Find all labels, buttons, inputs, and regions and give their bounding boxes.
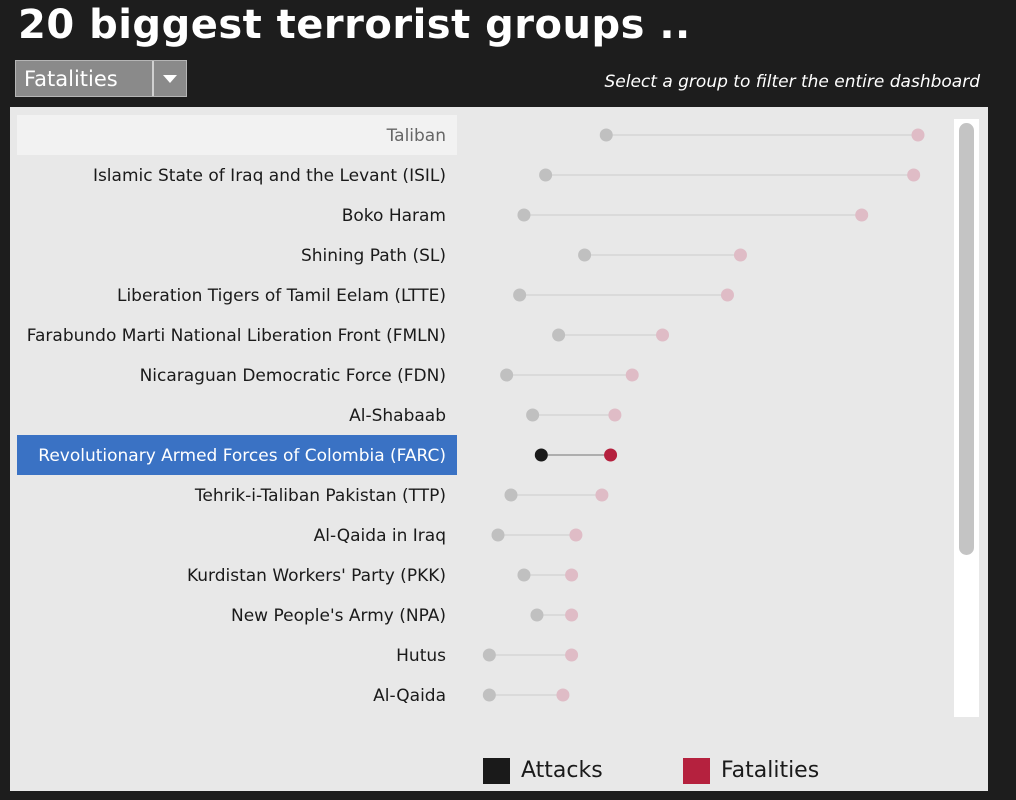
fatalities-point[interactable]: [625, 368, 639, 382]
group-label[interactable]: Boko Haram: [342, 206, 446, 226]
fatalities-point[interactable]: [733, 248, 747, 262]
attacks-point[interactable]: [517, 568, 531, 582]
fatalities-point[interactable]: [565, 608, 579, 622]
attacks-point[interactable]: [491, 528, 505, 542]
group-row[interactable]: Tehrik-i-Taliban Pakistan (TTP): [194, 486, 609, 506]
dumbbell-chart: Taliban Islamic State of Iraq and the Lev…: [17, 115, 925, 706]
group-label[interactable]: Taliban: [386, 126, 446, 146]
hover-row-highlight: [17, 115, 457, 155]
group-row[interactable]: Al-Shabaab: [349, 406, 622, 426]
group-label[interactable]: Al-Qaida: [373, 686, 446, 706]
group-label[interactable]: Liberation Tigers of Tamil Eelam (LTTE): [117, 286, 446, 306]
group-row[interactable]: Taliban: [17, 115, 925, 155]
legend-swatch-fatalities: [683, 758, 710, 784]
attacks-point[interactable]: [534, 448, 548, 462]
group-row[interactable]: Islamic State of Iraq and the Levant (IS…: [93, 166, 921, 186]
dropdown-toggle-button[interactable]: [152, 61, 186, 96]
filter-hint: Select a group to filter the entire dash…: [604, 72, 980, 92]
attacks-point[interactable]: [482, 688, 496, 702]
attacks-point[interactable]: [530, 608, 544, 622]
fatalities-point[interactable]: [608, 408, 622, 422]
attacks-point[interactable]: [517, 208, 531, 222]
attacks-point[interactable]: [513, 288, 527, 302]
measure-dropdown[interactable]: Fatalities: [15, 60, 187, 97]
group-label[interactable]: Kurdistan Workers' Party (PKK): [187, 566, 446, 586]
attacks-point[interactable]: [504, 488, 518, 502]
group-row[interactable]: Nicaraguan Democratic Force (FDN): [140, 366, 639, 386]
group-row[interactable]: New People's Army (NPA): [231, 606, 579, 626]
group-row[interactable]: Boko Haram: [342, 206, 869, 226]
group-label[interactable]: Islamic State of Iraq and the Levant (IS…: [93, 166, 446, 186]
page-title: 20 biggest terrorist groups ..: [18, 2, 691, 48]
group-label[interactable]: Al-Qaida in Iraq: [314, 526, 446, 546]
attacks-point[interactable]: [578, 248, 592, 262]
group-label[interactable]: Tehrik-i-Taliban Pakistan (TTP): [194, 486, 446, 506]
chevron-down-icon: [163, 75, 177, 83]
fatalities-point[interactable]: [720, 288, 734, 302]
legend-label-attacks: Attacks: [521, 758, 603, 783]
fatalities-point[interactable]: [604, 448, 618, 462]
group-label[interactable]: New People's Army (NPA): [231, 606, 446, 626]
group-row[interactable]: Revolutionary Armed Forces of Colombia (…: [17, 435, 618, 475]
group-row[interactable]: Farabundo Marti National Liberation Fron…: [27, 326, 670, 346]
fatalities-point[interactable]: [907, 168, 921, 182]
attacks-point[interactable]: [500, 368, 514, 382]
group-label[interactable]: Shining Path (SL): [301, 246, 446, 266]
attacks-point[interactable]: [552, 328, 566, 342]
group-label[interactable]: Revolutionary Armed Forces of Colombia (…: [38, 446, 446, 466]
attacks-point[interactable]: [599, 128, 613, 142]
fatalities-point[interactable]: [911, 128, 925, 142]
dropdown-selected-value: Fatalities: [24, 67, 118, 91]
group-row[interactable]: Kurdistan Workers' Party (PKK): [187, 566, 579, 586]
fatalities-point[interactable]: [855, 208, 869, 222]
attacks-point[interactable]: [539, 168, 553, 182]
group-label[interactable]: Al-Shabaab: [349, 406, 446, 426]
scrollbar[interactable]: [954, 119, 979, 717]
chart-panel: Taliban Islamic State of Iraq and the Lev…: [10, 107, 988, 791]
group-label[interactable]: Farabundo Marti National Liberation Fron…: [27, 326, 446, 346]
group-row[interactable]: Shining Path (SL): [301, 246, 747, 266]
group-row[interactable]: Hutus: [396, 646, 579, 666]
scrollbar-thumb[interactable]: [959, 123, 974, 555]
fatalities-point[interactable]: [569, 528, 583, 542]
group-row[interactable]: Al-Qaida in Iraq: [314, 526, 583, 546]
group-label[interactable]: Hutus: [396, 646, 446, 666]
selected-row-highlight: [17, 435, 457, 475]
legend-label-fatalities: Fatalities: [721, 758, 820, 783]
group-label[interactable]: Nicaraguan Democratic Force (FDN): [140, 366, 446, 386]
fatalities-point[interactable]: [565, 648, 579, 662]
fatalities-point[interactable]: [556, 688, 570, 702]
group-row[interactable]: Al-Qaida: [373, 686, 570, 706]
fatalities-point[interactable]: [595, 488, 609, 502]
legend-swatch-attacks: [483, 758, 510, 784]
attacks-point[interactable]: [526, 408, 540, 422]
fatalities-point[interactable]: [656, 328, 670, 342]
attacks-point[interactable]: [482, 648, 496, 662]
group-row[interactable]: Liberation Tigers of Tamil Eelam (LTTE): [117, 286, 734, 306]
fatalities-point[interactable]: [565, 568, 579, 582]
